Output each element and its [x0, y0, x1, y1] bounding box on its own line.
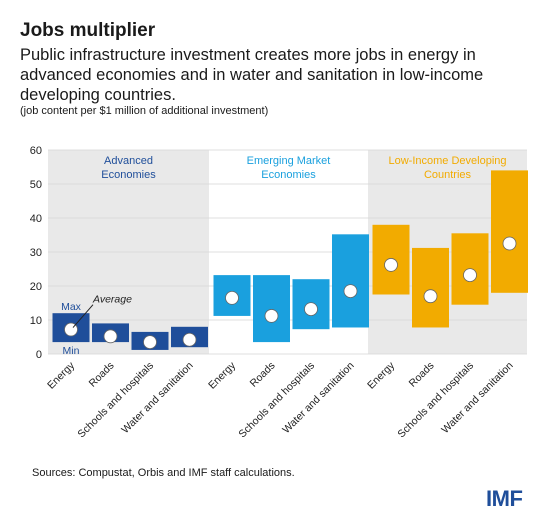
- average-marker: [423, 289, 438, 304]
- max-annotation: Max: [61, 301, 82, 313]
- y-tick-label: 20: [30, 281, 42, 293]
- average-marker: [143, 335, 157, 350]
- average-marker: [384, 258, 398, 272]
- average-marker: [182, 332, 197, 347]
- y-tick-label: 30: [30, 247, 42, 259]
- group-label: Low-Income Developing: [388, 155, 506, 167]
- y-tick-label: 0: [36, 349, 42, 361]
- range-bar: [332, 234, 369, 328]
- y-tick-label: 10: [30, 315, 42, 327]
- average-annotation: Average: [92, 294, 132, 306]
- range-bar: [253, 275, 290, 343]
- x-tick-label: Water and sanitation: [119, 360, 195, 436]
- units-note: (job content per $1 million of additiona…: [20, 105, 269, 117]
- average-marker: [103, 329, 118, 344]
- average-marker: [502, 236, 517, 251]
- x-tick-label: Water and sanitation: [280, 360, 356, 436]
- x-tick-label: Energy: [206, 359, 239, 392]
- x-tick-label: Schools and hospitals: [236, 360, 317, 441]
- average-marker: [463, 268, 477, 283]
- x-tick-label: Energy: [365, 359, 398, 392]
- x-tick-label: Water and sanitation: [439, 360, 515, 436]
- x-tick-label: Roads: [407, 360, 437, 390]
- y-tick-label: 50: [30, 179, 42, 191]
- x-tick-label: Roads: [248, 360, 278, 390]
- y-tick-label: 40: [30, 213, 42, 225]
- average-leader-line: [72, 304, 94, 328]
- x-tick-label: Energy: [45, 359, 78, 392]
- imf-logo: IMF: [486, 486, 523, 511]
- x-tick-label: Roads: [87, 360, 117, 390]
- min-annotation: Min: [63, 345, 80, 357]
- group-label: Advanced: [104, 155, 153, 167]
- source-note: Sources: Compustat, Orbis and IMF staff …: [32, 467, 295, 479]
- group-label: Emerging Market: [247, 155, 331, 167]
- average-marker: [304, 302, 318, 317]
- group-label: Economies: [261, 169, 316, 181]
- average-marker: [225, 290, 239, 305]
- chart-title: Jobs multiplier: [20, 20, 156, 41]
- group-label: Economies: [101, 169, 156, 181]
- average-marker: [264, 309, 279, 323]
- chart-subtitle: Public infrastructure investment creates…: [20, 46, 484, 104]
- x-tick-label: Schools and hospitals: [395, 360, 476, 441]
- range-bar-chart: 0 10 20 30 40 50 60 Advanced Economies Energy Road…: [30, 145, 528, 441]
- group-label: Countries: [424, 169, 472, 181]
- range-bar: [491, 170, 528, 293]
- x-tick-label: Schools and hospitals: [75, 360, 156, 441]
- range-bar: [412, 247, 449, 328]
- average-marker: [343, 284, 358, 299]
- y-tick-label: 60: [30, 145, 42, 157]
